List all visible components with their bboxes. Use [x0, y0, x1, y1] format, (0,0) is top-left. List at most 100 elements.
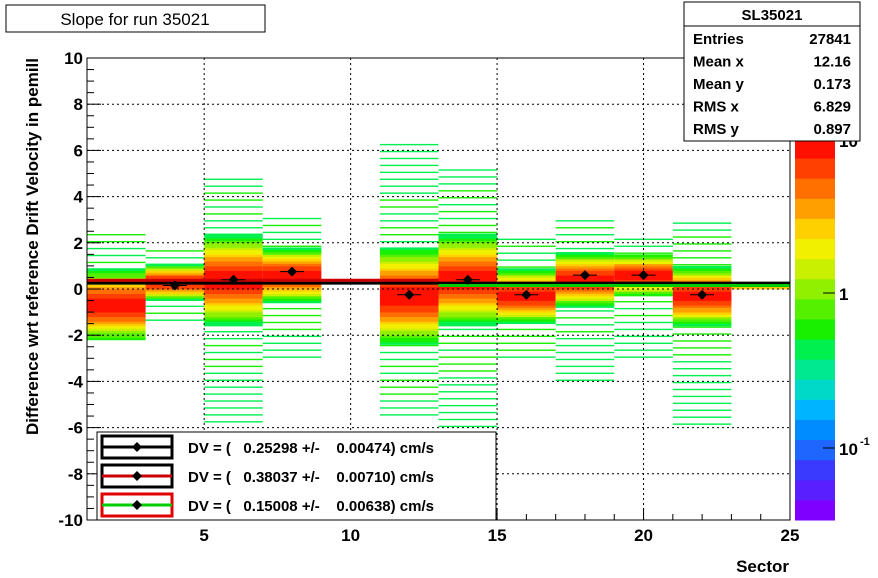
heat-line	[497, 349, 556, 351]
heat-cell	[204, 302, 263, 306]
heat-line	[204, 386, 263, 388]
heat-line	[87, 254, 146, 257]
heat-cell	[497, 270, 556, 274]
heat-cell	[145, 291, 205, 295]
heat-line	[438, 183, 498, 185]
heat-cell	[87, 298, 146, 301]
heat-cell	[672, 300, 732, 304]
heat-line	[262, 245, 322, 247]
stats-value: 27841	[809, 31, 851, 48]
heat-line	[204, 421, 263, 423]
legend-text-0: DV = ( 0.25298 +/- 0.00474) cm/s	[188, 440, 434, 457]
heat-cell	[555, 263, 615, 267]
heat-cell	[555, 252, 615, 255]
heat-cell	[497, 314, 556, 318]
heat-cell	[204, 309, 263, 313]
heat-line	[379, 227, 439, 229]
heat-cell	[145, 265, 205, 269]
heat-line	[262, 224, 322, 227]
heat-line	[555, 240, 615, 243]
x-axis-title: Sector	[736, 557, 789, 576]
x-tick-label: 15	[488, 526, 507, 545]
heat-cell	[555, 293, 615, 297]
heat-line	[204, 400, 263, 402]
heat-line	[87, 261, 146, 264]
heat-line	[438, 384, 498, 386]
heat-cell	[438, 319, 498, 322]
heat-cell	[262, 300, 322, 304]
heat-line	[438, 328, 498, 331]
heat-line	[672, 354, 732, 356]
heat-cell	[497, 277, 556, 281]
heat-line	[379, 143, 439, 146]
heat-cell	[379, 300, 439, 304]
heat-cell	[438, 265, 498, 269]
heat-cell	[204, 238, 263, 241]
heat-cell	[555, 300, 615, 304]
colorbar-cell	[795, 379, 835, 400]
colorbar-cell	[795, 479, 835, 501]
heat-cell	[672, 312, 732, 315]
heat-line	[672, 402, 732, 405]
heat-line	[555, 379, 615, 381]
heat-cell	[438, 254, 498, 258]
stats-value: 12.16	[813, 54, 851, 71]
heat-cell	[379, 302, 439, 306]
heat-line	[204, 227, 263, 229]
heat-cell	[672, 319, 732, 322]
heat-line	[438, 398, 498, 400]
heat-cell	[555, 254, 615, 258]
heat-cell	[145, 268, 205, 271]
heat-cell	[438, 235, 498, 239]
heat-line	[438, 217, 498, 220]
stats-title: SL35021	[742, 7, 803, 24]
heat-cell	[204, 263, 263, 267]
colorbar-cell	[795, 158, 835, 179]
heat-cell	[145, 295, 205, 299]
heat-cell	[204, 252, 263, 255]
y-tick-label: -4	[68, 372, 84, 391]
heat-cell	[204, 249, 263, 253]
heat-cell	[262, 293, 322, 297]
heat-line	[262, 356, 322, 358]
heat-line	[204, 185, 263, 187]
heat-cell	[438, 289, 498, 292]
heat-line	[438, 190, 498, 192]
colorbar-cell	[795, 318, 835, 340]
heat-line	[614, 356, 673, 358]
heat-cell	[555, 261, 615, 264]
heat-line	[204, 206, 263, 208]
heat-line	[555, 310, 615, 312]
stats-value: 0.897	[813, 121, 851, 138]
heat-cell	[204, 289, 263, 292]
heat-cell	[438, 261, 498, 264]
heat-line	[379, 178, 439, 180]
heat-cell	[379, 337, 439, 341]
heat-cell	[438, 309, 498, 313]
heat-line	[555, 317, 615, 319]
heat-line	[204, 220, 263, 222]
heat-cell	[672, 277, 732, 281]
heat-cell	[262, 261, 322, 264]
heat-cell	[438, 312, 498, 315]
heat-line	[672, 367, 732, 370]
heat-cell	[497, 321, 556, 325]
y-tick-label: 8	[74, 95, 83, 114]
heat-line	[204, 351, 263, 354]
heat-cell	[614, 254, 673, 258]
heat-cell	[262, 289, 322, 292]
profile-point	[521, 289, 532, 300]
heat-cell	[672, 268, 732, 271]
heat-cell	[379, 252, 439, 255]
heat-line	[672, 381, 732, 384]
heat-cell	[379, 339, 439, 343]
heat-cell	[379, 265, 439, 269]
heat-line	[438, 404, 498, 407]
heat-line	[672, 347, 732, 349]
profile-point	[404, 289, 415, 300]
heat-line	[438, 363, 498, 365]
heat-cell	[87, 286, 146, 290]
heat-cell	[379, 275, 439, 278]
heat-line	[672, 374, 732, 377]
